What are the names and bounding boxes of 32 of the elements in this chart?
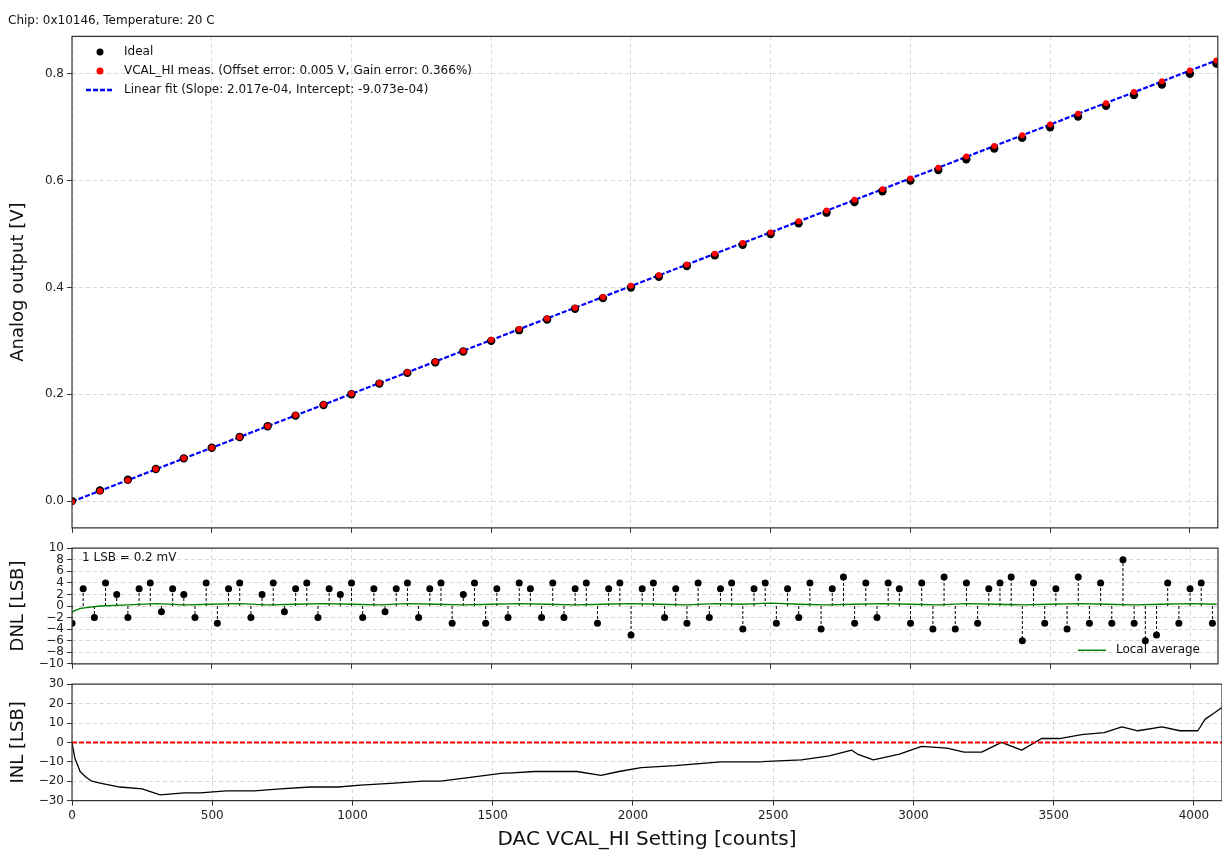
y-tick-label: 6 (56, 563, 64, 578)
y-tick-label: 10 (48, 715, 64, 730)
x-tick-label: 2500 (757, 807, 789, 822)
x-tick-label: 1000 (337, 807, 368, 822)
y-tick-label: 0.4 (44, 279, 64, 294)
x-axis-title: DAC VCAL_HI Setting [counts] (497, 826, 797, 851)
x-tick-label: 0 (68, 807, 76, 822)
x-tick-label: 3000 (898, 807, 929, 822)
y-tick-label: −20 (38, 773, 64, 788)
y-tick-label: 20 (48, 695, 64, 710)
y-axis-title: Analog output [V] (6, 202, 28, 362)
x-tick-label: 3500 (1038, 807, 1069, 822)
y-tick-label: 0.6 (44, 172, 64, 187)
x-tick-label: 2000 (617, 807, 649, 822)
y-tick-label: 0.0 (44, 493, 64, 508)
legend-label: Local average (1115, 642, 1201, 657)
x-tick-label: 4000 (1178, 807, 1210, 822)
annotation: 1 LSB = 0.2 mV (82, 550, 178, 565)
y-tick-label: 0 (56, 734, 64, 749)
x-tick-label: 500 (200, 807, 224, 822)
legend-label: Linear fit (Slope: 2.017e-04, Intercept: -9.073e-04) (124, 82, 429, 97)
y-tick-label: 30 (48, 676, 64, 691)
y-tick-label: −10 (38, 753, 64, 768)
y-tick-label: 0.8 (44, 65, 64, 80)
y-tick-label: 0.2 (44, 386, 64, 401)
y-axis-title: DNL [LSB] (6, 560, 28, 652)
chart-title: Chip: 0x10146, Temperature: 20 C (8, 13, 215, 28)
y-tick-label: −30 (38, 792, 64, 807)
legend-label: VCAL_HI meas. (Offset error: 0.005 V, Gain error: 0.366%) (124, 63, 472, 78)
x-tick-label: 1500 (477, 807, 509, 822)
legend-label: Ideal (124, 44, 154, 59)
y-axis-title: INL [LSB] (6, 701, 28, 784)
